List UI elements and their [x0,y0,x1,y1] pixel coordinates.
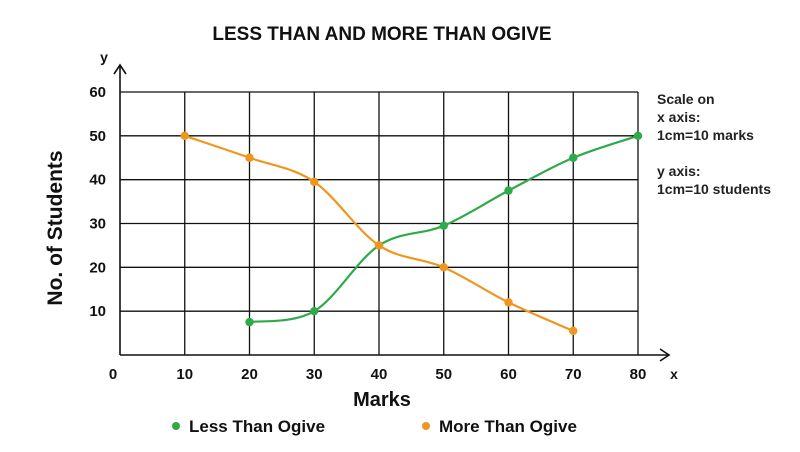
y-tick-label: 50 [89,128,106,145]
y-axis-label: No. of Students [44,150,67,305]
legend-marker-more-than [422,422,430,430]
x-tick-label: 70 [565,366,582,383]
x-tick-label: 40 [371,366,388,383]
x-axis-letter: x [670,366,678,382]
x-tick-label: 60 [500,366,517,383]
y-axis-arrow [113,63,127,75]
grid [120,91,639,355]
y-tick-label: 10 [89,303,106,320]
y-axis-letter: y [100,49,108,65]
data-point [439,221,448,230]
x-tick-label: 20 [241,366,258,383]
scale-note-line: 1cm=10 students [657,181,771,197]
x-axis-label: Marks [353,389,411,411]
axes [113,63,671,362]
scale-note-line: x axis: [657,109,701,125]
data-point [569,153,578,162]
scale-note: Scale on x axis: 1cm=10 marks y axis: 1c… [657,91,771,197]
scale-note-line: y axis: [657,163,701,179]
data-point [245,317,254,327]
y-tick-label: 60 [89,84,106,101]
x-tick-label: 10 [176,366,193,383]
data-point [310,306,319,316]
x-tick-label: 50 [435,366,452,383]
data-point [374,241,384,250]
origin-label: 0 [109,366,117,383]
legend-label-less-than: Less Than Ogive [189,417,325,436]
scale-note-line: 1cm=10 marks [657,127,754,143]
data-point [245,153,254,162]
data-point [180,131,189,141]
y-tick-label: 40 [89,172,106,189]
x-tick-label: 30 [306,366,323,383]
series-group [180,131,643,336]
legend-marker-less-than [172,422,180,430]
scale-note-line: Scale on [657,91,715,107]
x-tick-label: 80 [630,366,647,383]
y-tick-label: 30 [89,216,106,233]
data-point [569,326,578,336]
x-axis-arrow [659,348,671,362]
legend-label-more-than: More Than Ogive [439,417,577,436]
y-tick-label: 20 [89,259,106,276]
tick-labels: 10 20 30 40 50 60 70 80 10 20 30 40 50 60 [89,84,646,383]
data-point [439,263,448,272]
data-point [633,131,643,141]
data-point [310,177,319,187]
data-point [504,186,513,195]
legend: Less Than Ogive More Than Ogive [172,417,577,436]
data-point [504,298,513,307]
chart-title: LESS THAN AND MORE THAN OGIVE [212,24,551,45]
